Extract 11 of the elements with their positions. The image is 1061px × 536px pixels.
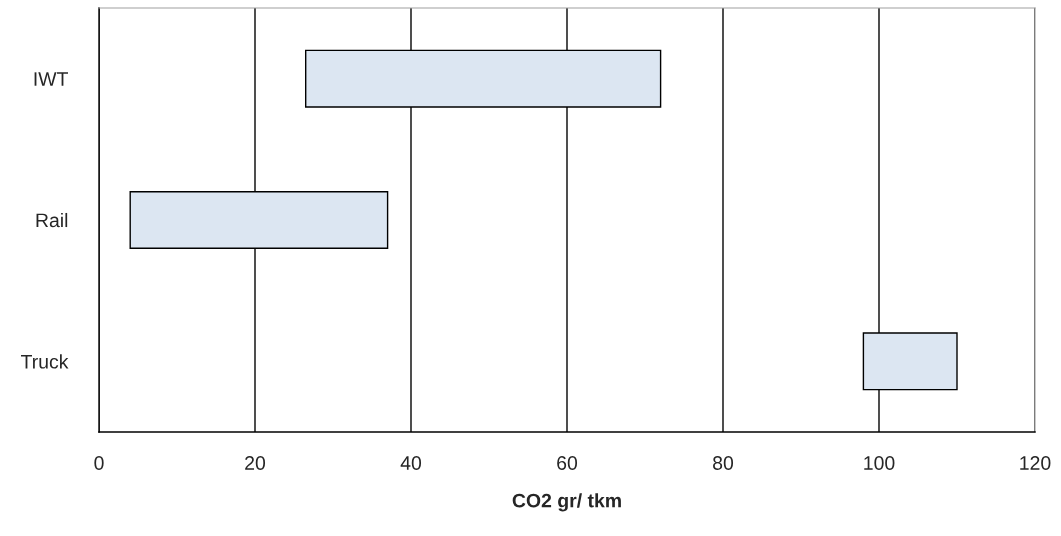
x-axis-title: CO2 gr/ tkm xyxy=(512,493,621,512)
y-tick-label: Rail xyxy=(36,212,68,228)
x-tick-label: 0 xyxy=(94,456,104,470)
x-tick-label: 80 xyxy=(713,456,734,470)
y-tick-label: Truck xyxy=(21,354,69,369)
x-tick-label: 20 xyxy=(245,456,266,470)
x-tick-label: 120 xyxy=(1020,456,1051,470)
y-tick-label: IWT xyxy=(34,72,68,86)
x-tick-label: 100 xyxy=(864,456,895,470)
x-tick-label: 60 xyxy=(557,456,578,470)
x-tick-label: 40 xyxy=(400,456,422,470)
